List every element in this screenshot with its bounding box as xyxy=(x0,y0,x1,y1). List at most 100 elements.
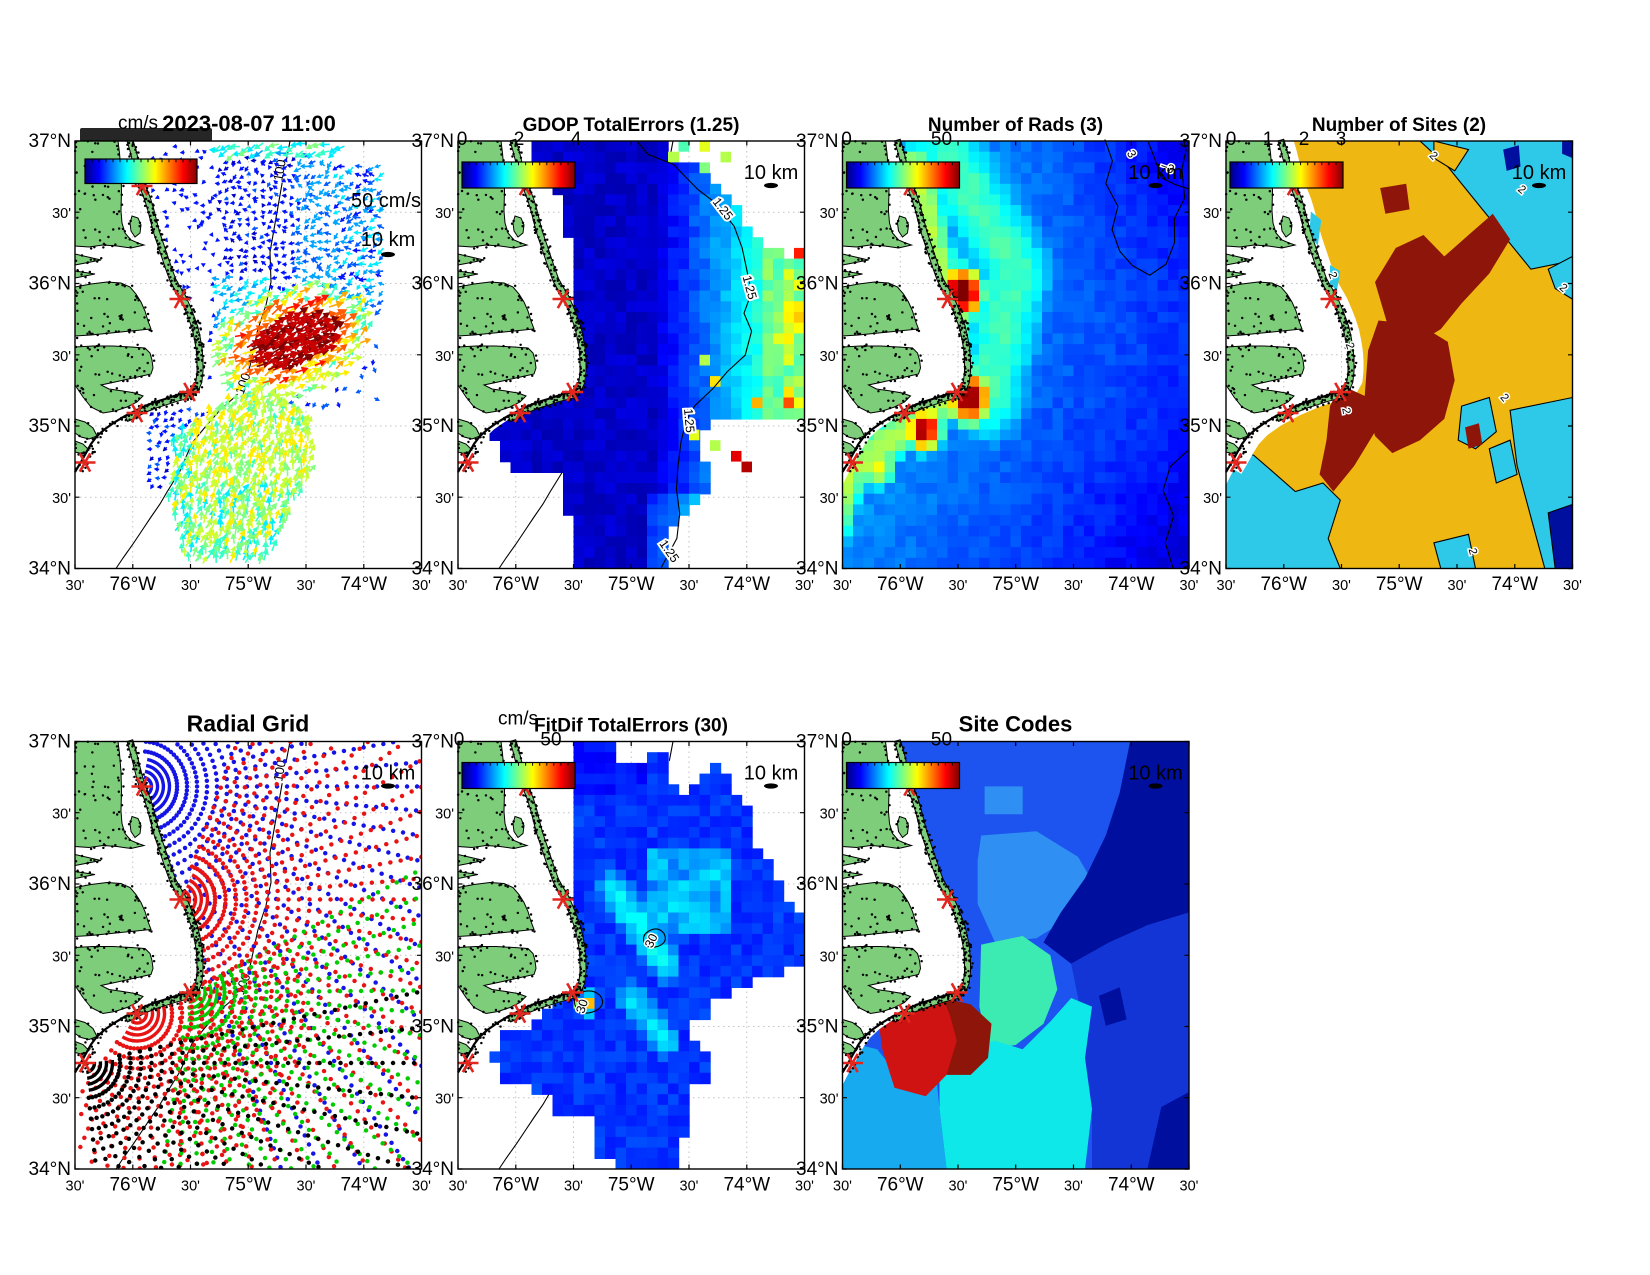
svg-text:37°N: 37°N xyxy=(412,131,454,152)
svg-text:0: 0 xyxy=(1226,129,1237,150)
svg-text:75°W: 75°W xyxy=(225,574,272,595)
svg-text:74°W: 74°W xyxy=(723,574,770,595)
svg-text:37°N: 37°N xyxy=(1180,131,1222,152)
svg-text:2: 2 xyxy=(1339,407,1352,415)
svg-text:30': 30' xyxy=(1180,578,1199,594)
svg-text:37°N: 37°N xyxy=(796,732,838,753)
svg-text:FitDif TotalErrors (30): FitDif TotalErrors (30) xyxy=(534,716,728,737)
svg-text:2: 2 xyxy=(1299,129,1310,150)
svg-text:50: 50 xyxy=(540,730,561,751)
svg-text:74°W: 74°W xyxy=(340,574,387,595)
svg-text:34°N: 34°N xyxy=(29,1159,71,1180)
svg-text:30': 30' xyxy=(1203,206,1222,222)
svg-text:37°N: 37°N xyxy=(29,131,71,152)
svg-text:34°N: 34°N xyxy=(796,559,838,580)
svg-text:2: 2 xyxy=(514,129,525,150)
svg-text:36°N: 36°N xyxy=(29,274,71,295)
svg-text:10 km: 10 km xyxy=(1128,763,1182,785)
svg-text:30': 30' xyxy=(1448,578,1467,594)
svg-text:30': 30' xyxy=(449,1179,468,1195)
svg-text:30': 30' xyxy=(680,1179,699,1195)
svg-text:30': 30' xyxy=(820,1092,839,1108)
svg-text:30': 30' xyxy=(1203,349,1222,365)
svg-text:Number of Sites (2): Number of Sites (2) xyxy=(1312,115,1486,136)
svg-text:10 km: 10 km xyxy=(744,162,798,184)
svg-text:35°N: 35°N xyxy=(29,416,71,437)
svg-text:74°W: 74°W xyxy=(1108,1175,1155,1196)
svg-text:34°N: 34°N xyxy=(1180,559,1222,580)
svg-text:50: 50 xyxy=(931,129,952,150)
svg-text:35°N: 35°N xyxy=(1180,416,1222,437)
svg-text:30': 30' xyxy=(820,206,839,222)
svg-text:30': 30' xyxy=(435,206,454,222)
svg-text:30': 30' xyxy=(820,349,839,365)
svg-text:Site Codes: Site Codes xyxy=(959,712,1073,737)
svg-text:Radial Grid: Radial Grid xyxy=(187,711,310,737)
svg-text:0: 0 xyxy=(841,730,852,751)
svg-text:Number of Rads (3): Number of Rads (3) xyxy=(928,115,1103,136)
svg-text:30': 30' xyxy=(297,1179,316,1195)
svg-text:GDOP TotalErrors (1.25): GDOP TotalErrors (1.25) xyxy=(523,115,740,136)
svg-text:10 km: 10 km xyxy=(1512,162,1566,184)
svg-text:35°N: 35°N xyxy=(412,416,454,437)
svg-text:35°N: 35°N xyxy=(412,1017,454,1038)
svg-text:cm/s: cm/s xyxy=(498,709,538,730)
svg-text:30': 30' xyxy=(435,349,454,365)
svg-text:75°W: 75°W xyxy=(608,574,655,595)
svg-text:74°W: 74°W xyxy=(340,1175,387,1196)
svg-text:30': 30' xyxy=(680,578,699,594)
svg-text:0: 0 xyxy=(457,129,468,150)
svg-text:35°N: 35°N xyxy=(796,416,838,437)
svg-text:37°N: 37°N xyxy=(29,732,71,753)
svg-text:50: 50 xyxy=(931,730,952,751)
svg-text:30': 30' xyxy=(435,807,454,823)
svg-text:2023-08-07 11:00: 2023-08-07 11:00 xyxy=(162,111,336,136)
svg-text:1: 1 xyxy=(1263,129,1274,150)
svg-text:30': 30' xyxy=(564,578,583,594)
svg-text:36°N: 36°N xyxy=(412,274,454,295)
svg-text:30': 30' xyxy=(1064,578,1083,594)
svg-text:30': 30' xyxy=(949,1179,968,1195)
svg-text:30': 30' xyxy=(66,1179,85,1195)
svg-text:30': 30' xyxy=(52,349,71,365)
svg-text:30': 30' xyxy=(820,949,839,965)
svg-text:76°W: 76°W xyxy=(492,1175,539,1196)
svg-text:34°N: 34°N xyxy=(412,1159,454,1180)
svg-text:30': 30' xyxy=(52,491,71,507)
svg-text:76°W: 76°W xyxy=(109,574,156,595)
svg-text:36°N: 36°N xyxy=(796,274,838,295)
svg-text:30': 30' xyxy=(833,578,852,594)
svg-text:3: 3 xyxy=(1336,129,1347,150)
svg-text:30': 30' xyxy=(1203,491,1222,507)
svg-text:30': 30' xyxy=(820,807,839,823)
svg-text:30': 30' xyxy=(52,807,71,823)
svg-text:36°N: 36°N xyxy=(29,874,71,895)
svg-text:37°N: 37°N xyxy=(412,732,454,753)
svg-text:36°N: 36°N xyxy=(412,874,454,895)
svg-text:34°N: 34°N xyxy=(412,559,454,580)
svg-text:10 km: 10 km xyxy=(361,763,415,785)
svg-text:30': 30' xyxy=(412,1179,431,1195)
svg-text:30': 30' xyxy=(435,491,454,507)
svg-text:30': 30' xyxy=(297,578,316,594)
svg-text:0: 0 xyxy=(841,129,852,150)
svg-text:30': 30' xyxy=(449,578,468,594)
svg-text:10 km: 10 km xyxy=(1128,162,1182,184)
svg-text:74°W: 74°W xyxy=(723,1175,770,1196)
svg-text:76°W: 76°W xyxy=(109,1175,156,1196)
svg-text:76°W: 76°W xyxy=(877,574,924,595)
svg-text:30': 30' xyxy=(52,206,71,222)
svg-text:37°N: 37°N xyxy=(796,131,838,152)
svg-text:30': 30' xyxy=(52,949,71,965)
svg-text:30': 30' xyxy=(435,949,454,965)
svg-text:30': 30' xyxy=(52,1092,71,1108)
svg-text:34°N: 34°N xyxy=(796,1159,838,1180)
svg-text:30': 30' xyxy=(1064,1179,1083,1195)
svg-text:10 km: 10 km xyxy=(361,229,415,251)
svg-text:76°W: 76°W xyxy=(1260,574,1307,595)
svg-text:30': 30' xyxy=(1332,578,1351,594)
svg-text:75°W: 75°W xyxy=(608,1175,655,1196)
svg-text:30': 30' xyxy=(833,1179,852,1195)
svg-text:30': 30' xyxy=(181,578,200,594)
svg-text:30': 30' xyxy=(412,578,431,594)
